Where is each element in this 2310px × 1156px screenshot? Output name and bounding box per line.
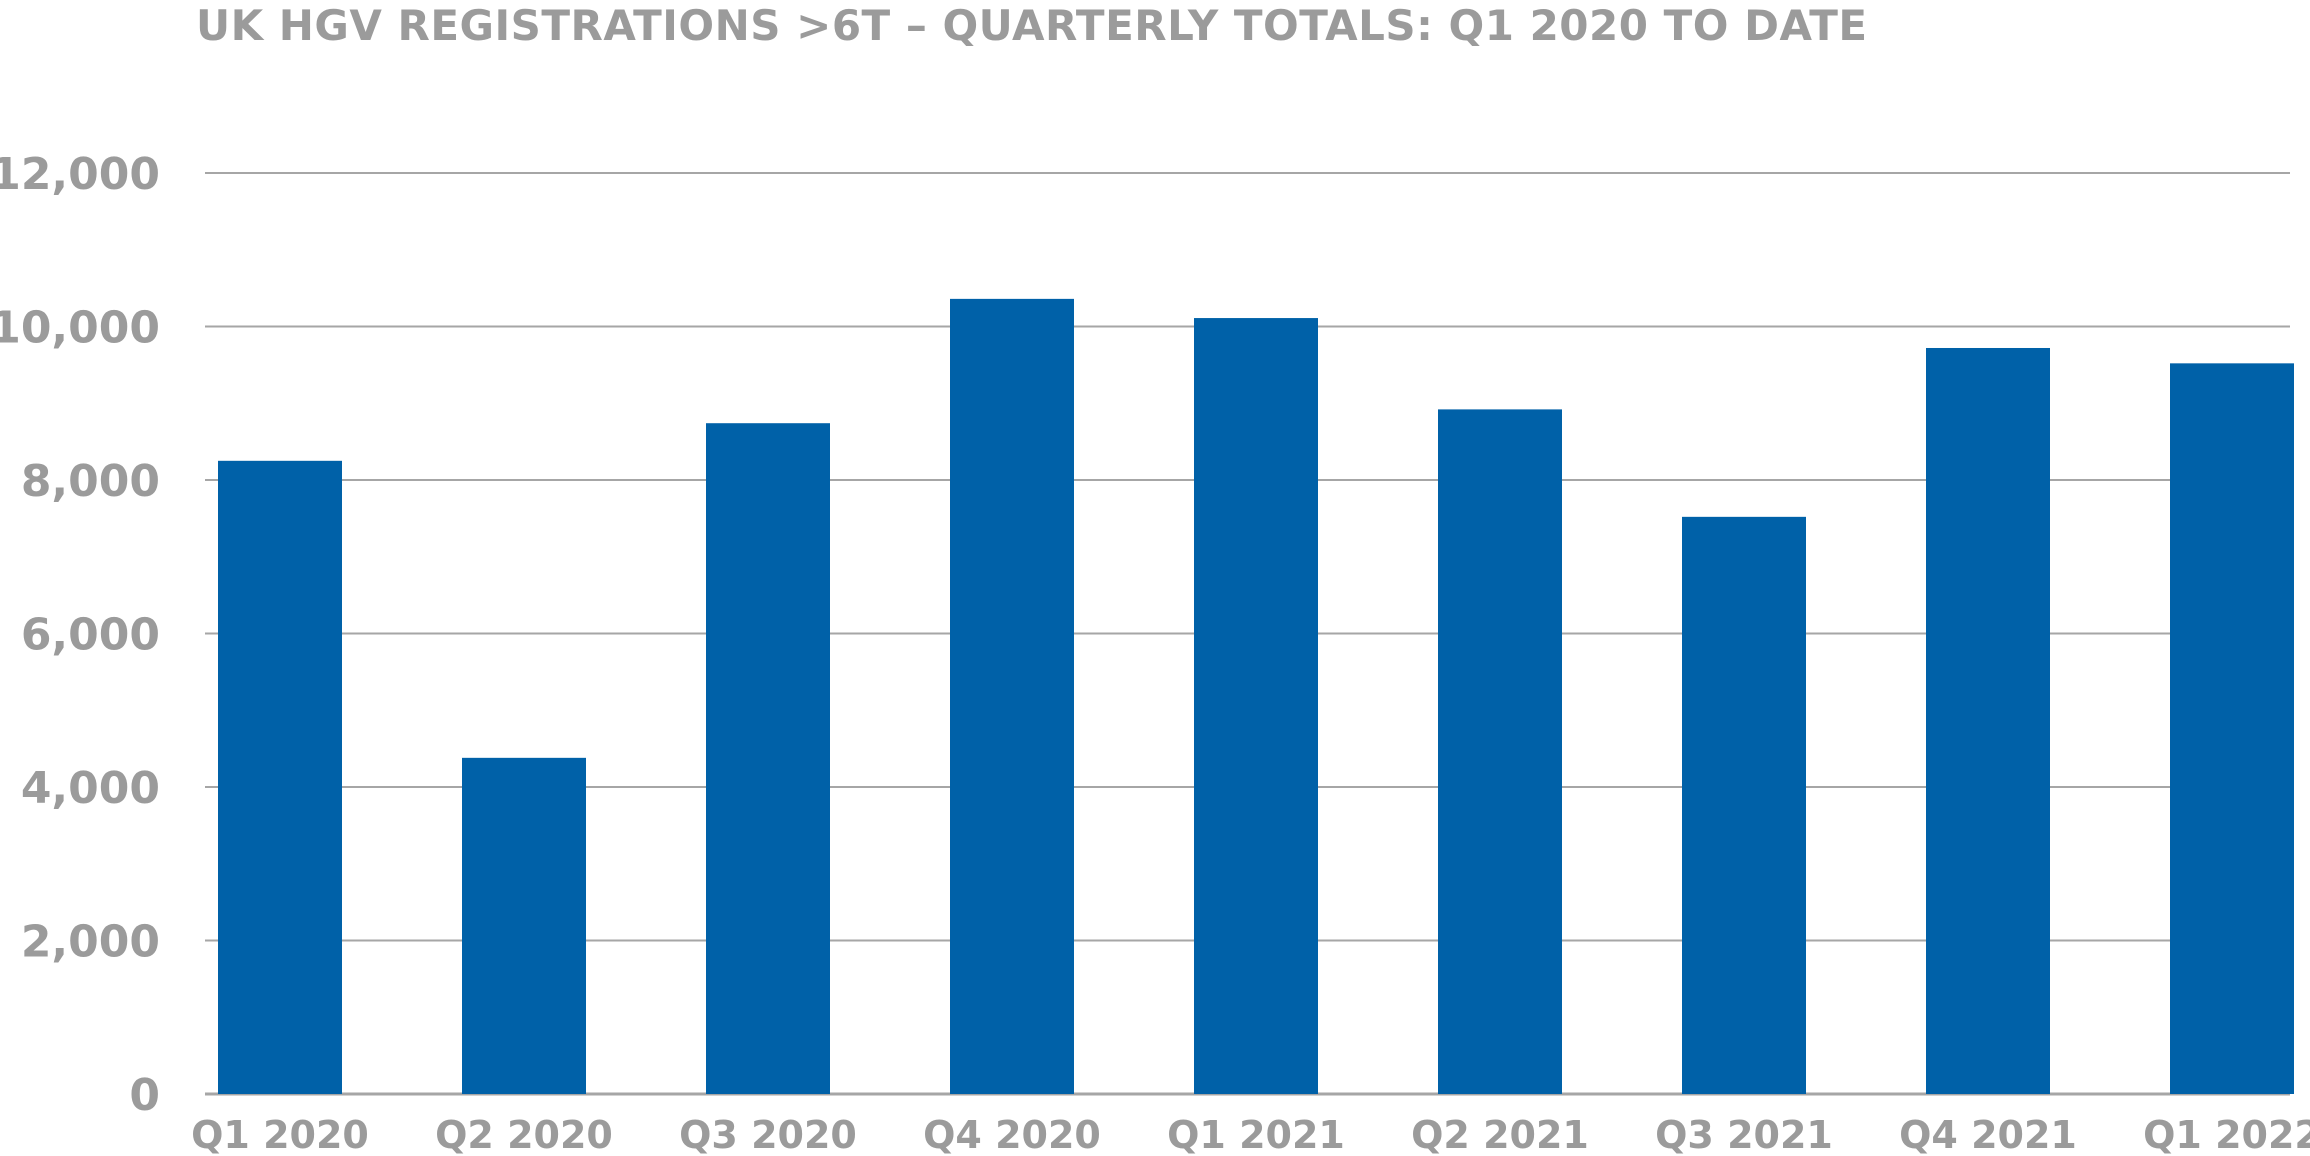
x-tick-label: Q2 2021 [1411,1113,1589,1156]
x-tick-label: Q4 2021 [1899,1113,2077,1156]
chart-title: UK HGV REGISTRATIONS >6T – QUARTERLY TOT… [196,1,1868,50]
y-tick-label: 12,000 [0,149,160,200]
x-tick-label: Q1 2021 [1167,1113,1345,1156]
x-tick-label: Q1 2022 [2143,1113,2310,1156]
bar [1194,318,1318,1094]
bar [950,298,1074,1094]
x-tick-label: Q2 2020 [435,1113,613,1156]
y-axis-labels: 0 2,000 4,000 6,000 8,000 10,000 12,000 [0,149,160,1121]
bar [706,423,830,1095]
x-tick-label: Q4 2020 [923,1113,1101,1156]
bar [462,757,586,1094]
bar [218,460,342,1094]
y-tick-label: 8,000 [21,456,160,507]
bar [1682,516,1806,1094]
y-tick-label: 0 [129,1070,160,1121]
x-tick-label: Q3 2020 [679,1113,857,1156]
y-tick-label: 4,000 [21,763,160,814]
y-tick-label: 6,000 [21,610,160,661]
x-tick-label: Q3 2021 [1655,1113,1833,1156]
bars [218,298,2294,1095]
x-axis-labels: Q1 2020 Q2 2020 Q3 2020 Q4 2020 Q1 2021 Q2 20… [191,1113,2310,1156]
x-tick-label: Q1 2020 [191,1113,369,1156]
bar [1926,347,2050,1094]
bar [2170,363,2294,1095]
bar [1438,409,1562,1094]
y-tick-label: 2,000 [21,917,160,968]
y-tick-label: 10,000 [0,303,160,354]
